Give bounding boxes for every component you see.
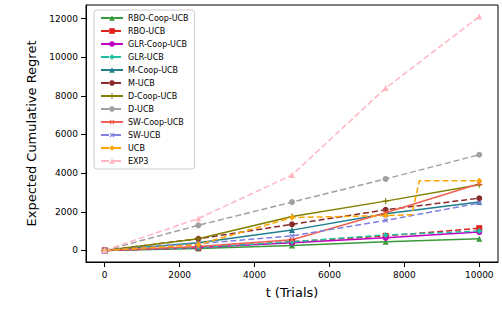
svg-text:RBO-Coop-UCB: RBO-Coop-UCB xyxy=(128,14,189,23)
svg-text:10000: 10000 xyxy=(49,52,78,62)
svg-text:4000: 4000 xyxy=(243,270,266,280)
svg-text:6000: 6000 xyxy=(55,129,78,139)
svg-text:GLR-Coop-UCB: GLR-Coop-UCB xyxy=(128,40,187,49)
svg-text:GLR-UCB: GLR-UCB xyxy=(128,53,164,62)
svg-text:10000: 10000 xyxy=(465,270,494,280)
svg-text:12000: 12000 xyxy=(49,14,78,24)
svg-text:D-UCB: D-UCB xyxy=(128,105,154,114)
svg-text:SW-Coop-UCB: SW-Coop-UCB xyxy=(128,118,184,127)
svg-text:6000: 6000 xyxy=(318,270,341,280)
svg-text:4000: 4000 xyxy=(55,168,78,178)
svg-text:UCB: UCB xyxy=(128,144,145,153)
svg-text:SW-UCB: SW-UCB xyxy=(128,131,160,140)
svg-text:RBO-UCB: RBO-UCB xyxy=(128,27,165,36)
svg-text:8000: 8000 xyxy=(55,91,78,101)
svg-text:EXP3: EXP3 xyxy=(128,157,148,166)
svg-text:2000: 2000 xyxy=(168,270,191,280)
svg-text:M-UCB: M-UCB xyxy=(128,79,155,88)
svg-text:0: 0 xyxy=(102,270,108,280)
svg-text:2000: 2000 xyxy=(55,207,78,217)
svg-text:M-Coop-UCB: M-Coop-UCB xyxy=(128,66,178,75)
svg-text:D-Coop-UCB: D-Coop-UCB xyxy=(128,92,177,101)
svg-text:0: 0 xyxy=(72,245,78,255)
svg-text:8000: 8000 xyxy=(393,270,416,280)
svg-text:t (Trials): t (Trials) xyxy=(266,285,319,300)
svg-text:Expected Cumulative Regret: Expected Cumulative Regret xyxy=(24,41,39,227)
